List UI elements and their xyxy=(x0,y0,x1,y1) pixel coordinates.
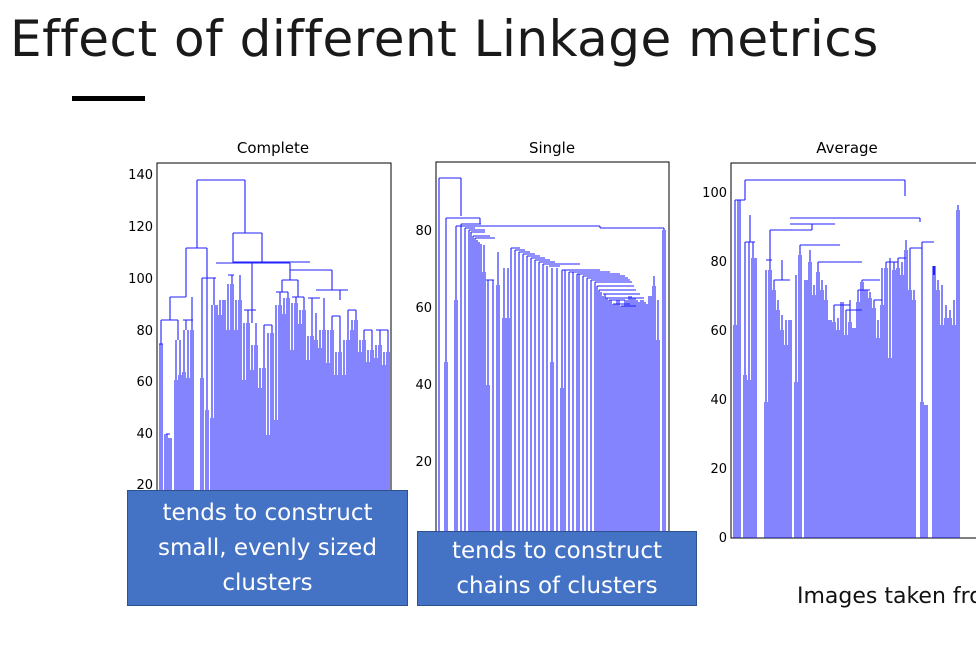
callout-single-linkage: tends to construct chains of clusters xyxy=(417,531,697,606)
y-tick-label: 120 xyxy=(128,220,153,235)
y-tick-label: 60 xyxy=(415,301,432,316)
y-tick-label: 80 xyxy=(136,324,153,339)
plot-frame-average xyxy=(730,162,976,539)
chart-title-complete: Complete xyxy=(237,139,309,157)
y-tick-label: 20 xyxy=(415,455,432,470)
y-axis-single: 20 40 60 80 xyxy=(415,224,432,470)
tree-single xyxy=(438,177,666,532)
dendrogram-single: Single 20 40 60 80 xyxy=(415,139,670,533)
y-tick-label: 140 xyxy=(128,168,153,183)
dendrogram-average: Average 0 20 40 60 80 100 xyxy=(702,139,976,546)
y-axis-average: 0 20 40 60 80 100 xyxy=(702,186,727,546)
slide-title: Effect of different Linkage metrics xyxy=(10,10,879,68)
source-note: Images taken fro xyxy=(797,584,976,609)
y-tick-label: 60 xyxy=(136,375,153,390)
title-underline xyxy=(72,96,145,101)
y-tick-label: 40 xyxy=(710,393,727,408)
tree-average xyxy=(733,179,960,538)
y-tick-label: 20 xyxy=(136,478,153,493)
y-tick-label: 40 xyxy=(136,427,153,442)
y-tick-label: 80 xyxy=(415,224,432,239)
y-tick-label: 80 xyxy=(710,255,727,270)
y-tick-label: 100 xyxy=(128,272,153,287)
chart-title-average: Average xyxy=(816,139,878,157)
y-tick-label: 40 xyxy=(415,378,432,393)
tree-complete xyxy=(159,179,390,493)
y-tick-label: 100 xyxy=(702,186,727,201)
chart-title-single: Single xyxy=(529,139,575,157)
y-tick-label: 60 xyxy=(710,324,727,339)
y-axis-complete: 20 40 60 80 100 120 140 xyxy=(128,168,153,493)
callout-complete-linkage: tends to construct small, evenly sized c… xyxy=(127,490,408,606)
y-tick-label: 0 xyxy=(719,531,727,546)
y-tick-label: 20 xyxy=(710,462,727,477)
dendrogram-complete: Complete 20 40 60 80 100 120 140 xyxy=(128,139,392,494)
